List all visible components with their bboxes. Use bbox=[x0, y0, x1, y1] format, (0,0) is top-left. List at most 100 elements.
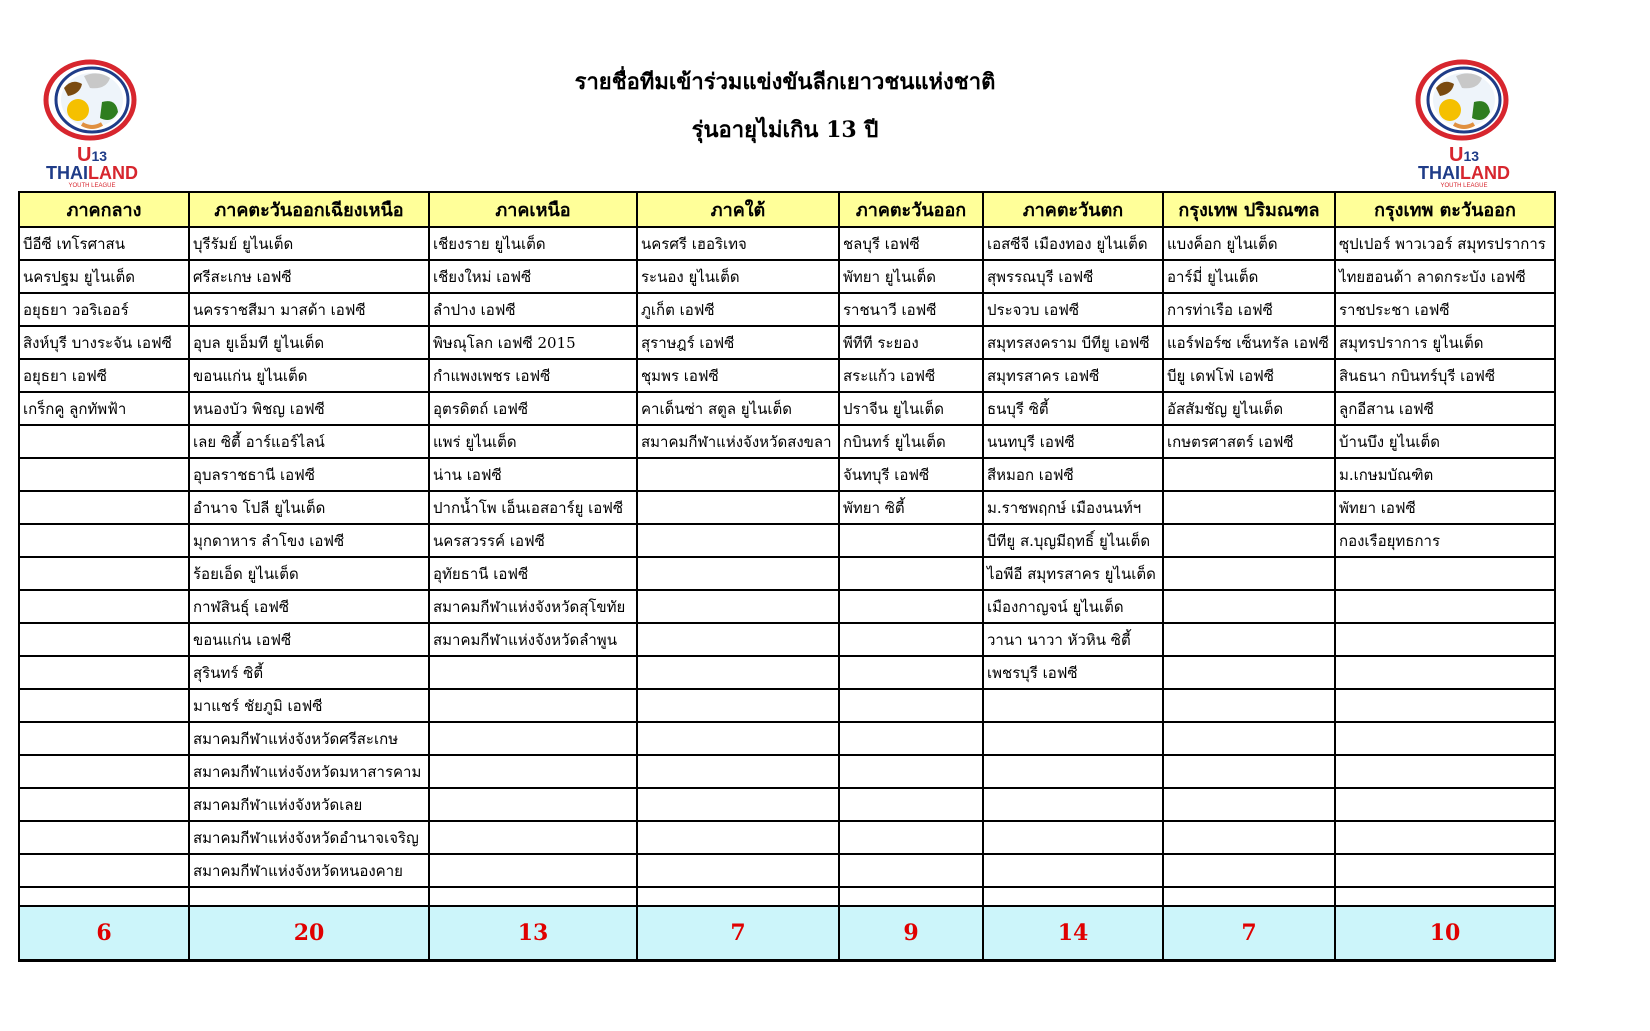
team-cell bbox=[18, 721, 190, 756]
total-count: 20 bbox=[188, 905, 430, 962]
team-cell: อาร์มี่ ยูไนเต็ด bbox=[1162, 259, 1336, 294]
team-cell bbox=[1334, 688, 1556, 723]
team-cell bbox=[636, 820, 840, 855]
team-cell: บียู เดฟโฟ่ เอฟซี bbox=[1162, 358, 1336, 393]
team-cell bbox=[18, 655, 190, 690]
team-cell bbox=[982, 853, 1164, 888]
team-cell: พัทยา ซิตี้ bbox=[838, 490, 984, 525]
svg-text:YOUTH LEAGUE: YOUTH LEAGUE bbox=[1440, 183, 1487, 188]
header-row: ภาคกลาง ภาคตะวันออกเฉียงเหนือ ภาคเหนือ ภาคใ… bbox=[18, 191, 1556, 228]
team-cell: ประจวบ เอฟซี bbox=[982, 292, 1164, 327]
team-cell bbox=[838, 688, 984, 723]
team-cell: สมาคมกีฬาแห่งจังหวัดสงขลา bbox=[636, 424, 840, 459]
team-cell bbox=[18, 820, 190, 855]
team-cell bbox=[428, 721, 638, 756]
empty-cell bbox=[982, 886, 1164, 907]
team-cell: สมุทรปราการ ยูไนเต็ด bbox=[1334, 325, 1556, 360]
svg-text:U13: U13 bbox=[77, 144, 107, 166]
team-cell: สมาคมกีฬาแห่งจังหวัดหนองคาย bbox=[188, 853, 430, 888]
empty-cell bbox=[428, 886, 638, 907]
team-cell: เกร็กคู ลูกทัพฟ้า bbox=[18, 391, 190, 426]
team-cell bbox=[636, 754, 840, 789]
total-count: 14 bbox=[982, 905, 1164, 962]
team-cell bbox=[982, 754, 1164, 789]
team-cell bbox=[982, 688, 1164, 723]
team-cell: ราชนาวี เอฟซี bbox=[838, 292, 984, 327]
team-cell: คาเด็นซ่า สตูล ยูไนเต็ด bbox=[636, 391, 840, 426]
team-cell bbox=[1162, 523, 1336, 558]
team-cell: หนองบัว พิชญ เอฟซี bbox=[188, 391, 430, 426]
svg-text:YOUTH LEAGUE: YOUTH LEAGUE bbox=[68, 183, 115, 188]
page-title: รายชื่อทีมเข้าร่วมแข่งขันลีกเยาวชนแห่งชา… bbox=[574, 69, 996, 95]
page-subtitle: รุ่นอายุไม่เกิน 13 ปี bbox=[691, 117, 879, 143]
team-cell: เกษตรศาสตร์ เอฟซี bbox=[1162, 424, 1336, 459]
team-cell bbox=[1334, 754, 1556, 789]
team-cell bbox=[1162, 490, 1336, 525]
table-row: เลย ซิตี้ อาร์แอร์ไลน์ แพร่ ยูไนเต็ด สมาคม… bbox=[18, 424, 1556, 459]
team-cell: ปราจีน ยูไนเต็ด bbox=[838, 391, 984, 426]
team-cell: กาฬสินธุ์ เอฟซี bbox=[188, 589, 430, 624]
total-count: 7 bbox=[636, 905, 840, 962]
team-cell bbox=[1334, 721, 1556, 756]
team-cell bbox=[636, 721, 840, 756]
column-header: กรุงเทพ ตะวันออก bbox=[1334, 191, 1556, 228]
total-count: 9 bbox=[838, 905, 984, 962]
team-cell: พีทีที ระยอง bbox=[838, 325, 984, 360]
team-cell bbox=[636, 589, 840, 624]
team-cell: สมาคมกีฬาแห่งจังหวัดอำนาจเจริญ bbox=[188, 820, 430, 855]
team-cell: แอร์ฟอร์ซ เซ็นทรัล เอฟซี bbox=[1162, 325, 1336, 360]
table-row: ขอนแก่น เอฟซี สมาคมกีฬาแห่งจังหวัดลำพูน วา… bbox=[18, 622, 1556, 657]
table-row: ร้อยเอ็ด ยูไนเต็ด อุทัยธานี เอฟซี ไอพีอี ส… bbox=[18, 556, 1556, 591]
team-cell: ม.เกษมบัณฑิต bbox=[1334, 457, 1556, 492]
team-cell: สีหมอก เอฟซี bbox=[982, 457, 1164, 492]
team-cell: เชียงใหม่ เอฟซี bbox=[428, 259, 638, 294]
team-cell bbox=[1162, 787, 1336, 822]
team-cell: ลูกอีสาน เอฟซี bbox=[1334, 391, 1556, 426]
team-cell: อำนาจ โปลี ยูไนเต็ด bbox=[188, 490, 430, 525]
team-cell: วานา นาวา หัวหิน ซิตี้ bbox=[982, 622, 1164, 657]
team-cell: ปากน้ำโพ เอ็นเอสอาร์ยู เอฟซี bbox=[428, 490, 638, 525]
team-cell: บ้านบึง ยูไนเต็ด bbox=[1334, 424, 1556, 459]
total-count: 6 bbox=[18, 905, 190, 962]
team-cell: นครสวรรค์ เอฟซี bbox=[428, 523, 638, 558]
team-cell: สุรินทร์ ซิตี้ bbox=[188, 655, 430, 690]
team-cell bbox=[18, 424, 190, 459]
team-cell: ซุปเปอร์ พาวเวอร์ สมุทรปราการ bbox=[1334, 226, 1556, 261]
table-row: สมาคมกีฬาแห่งจังหวัดอำนาจเจริญ bbox=[18, 820, 1556, 855]
team-cell bbox=[636, 622, 840, 657]
team-cell bbox=[982, 820, 1164, 855]
table-row: กาฬสินธุ์ เอฟซี สมาคมกีฬาแห่งจังหวัดสุโขท… bbox=[18, 589, 1556, 624]
team-cell bbox=[428, 820, 638, 855]
team-cell bbox=[18, 754, 190, 789]
table-row: สุรินทร์ ซิตี้ เพชรบุรี เอฟซี bbox=[18, 655, 1556, 690]
total-count: 13 bbox=[428, 905, 638, 962]
team-cell bbox=[636, 523, 840, 558]
team-cell bbox=[18, 457, 190, 492]
team-cell: ภูเก็ต เอฟซี bbox=[636, 292, 840, 327]
table-row: สมาคมกีฬาแห่งจังหวัดมหาสารคาม bbox=[18, 754, 1556, 789]
team-cell bbox=[18, 787, 190, 822]
team-cell bbox=[1334, 853, 1556, 888]
team-cell bbox=[838, 820, 984, 855]
team-cell: สมาคมกีฬาแห่งจังหวัดเลย bbox=[188, 787, 430, 822]
team-cell: สินธนา กบินทร์บุรี เอฟซี bbox=[1334, 358, 1556, 393]
team-cell: เชียงราย ยูไนเต็ด bbox=[428, 226, 638, 261]
team-cell: สมุทรสาคร เอฟซี bbox=[982, 358, 1164, 393]
team-cell: ขอนแก่น เอฟซี bbox=[188, 622, 430, 657]
team-cell bbox=[1162, 754, 1336, 789]
team-cell bbox=[1162, 556, 1336, 591]
team-cell: ม.ราชพฤกษ์ เมืองนนท์ฯ bbox=[982, 490, 1164, 525]
table-row: สมาคมกีฬาแห่งจังหวัดศรีสะเกษ bbox=[18, 721, 1556, 756]
team-cell: อุบล ยูเอ็มที ยูไนเต็ด bbox=[188, 325, 430, 360]
team-cell bbox=[1162, 688, 1336, 723]
team-cell: แพร่ ยูไนเต็ด bbox=[428, 424, 638, 459]
team-cell: บุรีรัมย์ ยูไนเต็ด bbox=[188, 226, 430, 261]
team-cell bbox=[838, 721, 984, 756]
team-cell: ร้อยเอ็ด ยูไนเต็ด bbox=[188, 556, 430, 591]
team-cell bbox=[1162, 655, 1336, 690]
table-row: อยุธยา วอริเออร์ นครราชสีมา มาสด้า เอฟซีล… bbox=[18, 292, 1556, 327]
team-cell bbox=[982, 787, 1164, 822]
team-cell: ราชประชา เอฟซี bbox=[1334, 292, 1556, 327]
team-cell: ลำปาง เอฟซี bbox=[428, 292, 638, 327]
team-cell bbox=[1162, 457, 1336, 492]
